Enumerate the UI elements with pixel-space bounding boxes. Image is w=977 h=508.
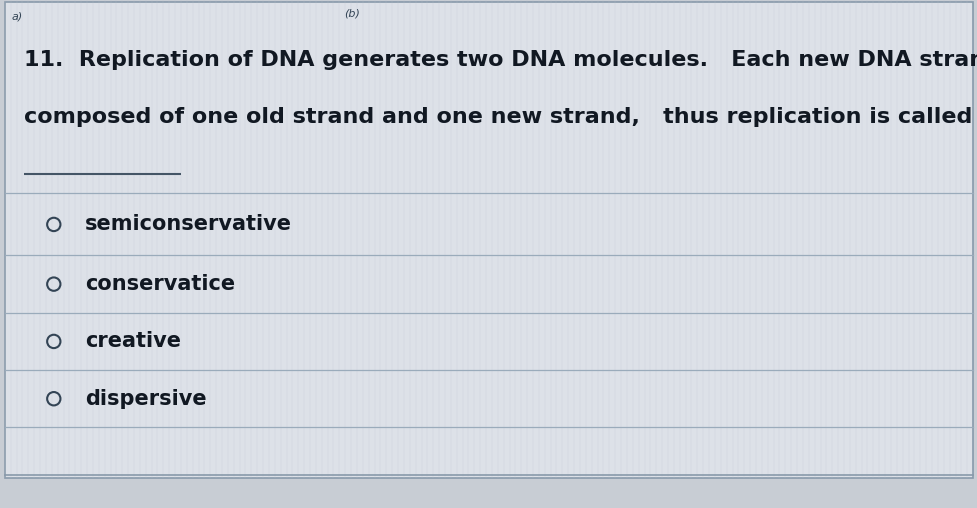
Text: (b): (b): [344, 9, 360, 19]
Text: 11.  Replication of DNA generates two DNA molecules.   Each new DNA strand  is: 11. Replication of DNA generates two DNA…: [24, 50, 977, 70]
Text: semiconservative: semiconservative: [85, 214, 292, 234]
FancyBboxPatch shape: [5, 3, 972, 478]
Text: dispersive: dispersive: [85, 389, 206, 409]
Text: a): a): [12, 12, 23, 22]
Text: creative: creative: [85, 331, 181, 352]
Text: composed of one old strand and one new strand,   thus replication is called: composed of one old strand and one new s…: [24, 108, 972, 128]
Text: conservatice: conservatice: [85, 274, 235, 294]
